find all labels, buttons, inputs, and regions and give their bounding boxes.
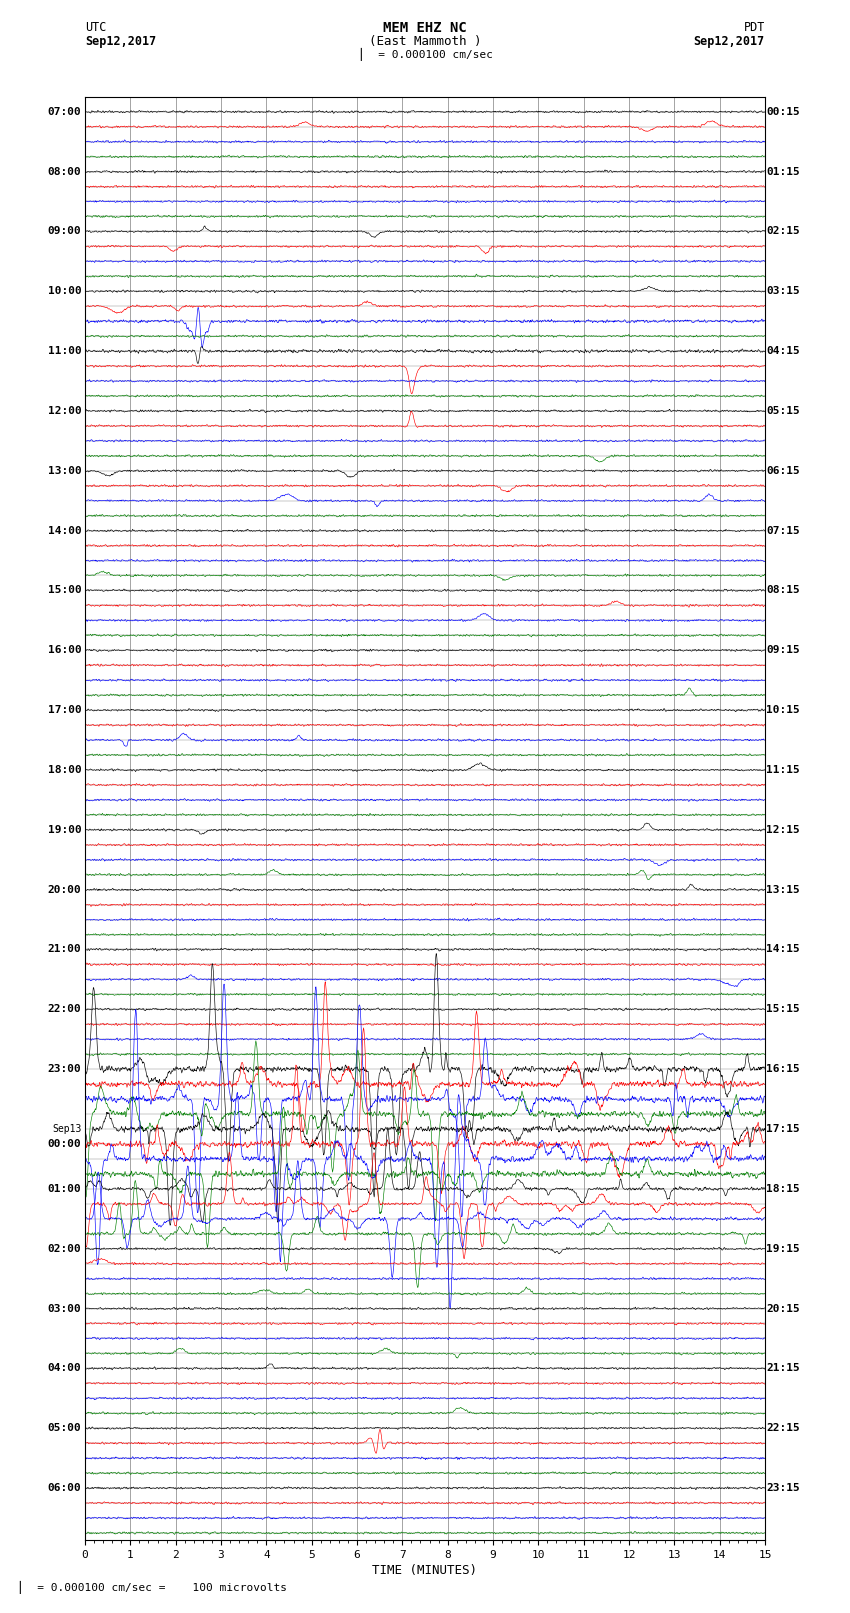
Text: 18:00: 18:00: [48, 765, 82, 774]
Text: 03:00: 03:00: [48, 1303, 82, 1313]
Text: 11:00: 11:00: [48, 347, 82, 356]
Text: 12:15: 12:15: [767, 824, 800, 836]
Text: 04:15: 04:15: [767, 347, 800, 356]
Text: 03:15: 03:15: [767, 286, 800, 297]
Text: 13:00: 13:00: [48, 466, 82, 476]
Text: (East Mammoth ): (East Mammoth ): [369, 35, 481, 48]
Text: 05:00: 05:00: [48, 1423, 82, 1434]
Text: 19:00: 19:00: [48, 824, 82, 836]
Text: 07:00: 07:00: [48, 106, 82, 116]
Text: 14:00: 14:00: [48, 526, 82, 536]
X-axis label: TIME (MINUTES): TIME (MINUTES): [372, 1565, 478, 1578]
Text: 19:15: 19:15: [767, 1244, 800, 1253]
Text: 06:15: 06:15: [767, 466, 800, 476]
Text: 13:15: 13:15: [767, 884, 800, 895]
Text: 20:15: 20:15: [767, 1303, 800, 1313]
Text: 21:00: 21:00: [48, 945, 82, 955]
Text: 14:15: 14:15: [767, 945, 800, 955]
Text: 07:15: 07:15: [767, 526, 800, 536]
Text: PDT: PDT: [744, 21, 765, 34]
Text: 23:15: 23:15: [767, 1482, 800, 1494]
Text: 00:15: 00:15: [767, 106, 800, 116]
Text: 18:15: 18:15: [767, 1184, 800, 1194]
Text: 22:15: 22:15: [767, 1423, 800, 1434]
Text: 17:15: 17:15: [767, 1124, 800, 1134]
Text: ⎮  = 0.000100 cm/sec: ⎮ = 0.000100 cm/sec: [358, 48, 492, 61]
Text: 11:15: 11:15: [767, 765, 800, 774]
Text: 10:15: 10:15: [767, 705, 800, 715]
Text: 15:15: 15:15: [767, 1005, 800, 1015]
Text: 20:00: 20:00: [48, 884, 82, 895]
Text: 15:00: 15:00: [48, 586, 82, 595]
Text: 06:00: 06:00: [48, 1482, 82, 1494]
Text: 08:15: 08:15: [767, 586, 800, 595]
Text: 12:00: 12:00: [48, 406, 82, 416]
Text: 08:00: 08:00: [48, 166, 82, 176]
Text: 21:15: 21:15: [767, 1363, 800, 1373]
Text: Sep13: Sep13: [52, 1124, 82, 1134]
Text: 09:15: 09:15: [767, 645, 800, 655]
Text: 00:00: 00:00: [48, 1139, 82, 1148]
Text: Sep12,2017: Sep12,2017: [694, 35, 765, 48]
Text: 17:00: 17:00: [48, 705, 82, 715]
Text: 10:00: 10:00: [48, 286, 82, 297]
Text: 22:00: 22:00: [48, 1005, 82, 1015]
Text: 16:15: 16:15: [767, 1065, 800, 1074]
Text: 01:00: 01:00: [48, 1184, 82, 1194]
Text: ⎮  = 0.000100 cm/sec =    100 microvolts: ⎮ = 0.000100 cm/sec = 100 microvolts: [17, 1581, 287, 1594]
Text: 02:00: 02:00: [48, 1244, 82, 1253]
Text: 02:15: 02:15: [767, 226, 800, 237]
Text: Sep12,2017: Sep12,2017: [85, 35, 156, 48]
Text: 09:00: 09:00: [48, 226, 82, 237]
Text: MEM EHZ NC: MEM EHZ NC: [383, 21, 467, 35]
Text: 05:15: 05:15: [767, 406, 800, 416]
Text: 16:00: 16:00: [48, 645, 82, 655]
Text: UTC: UTC: [85, 21, 106, 34]
Text: 04:00: 04:00: [48, 1363, 82, 1373]
Text: 23:00: 23:00: [48, 1065, 82, 1074]
Text: 01:15: 01:15: [767, 166, 800, 176]
